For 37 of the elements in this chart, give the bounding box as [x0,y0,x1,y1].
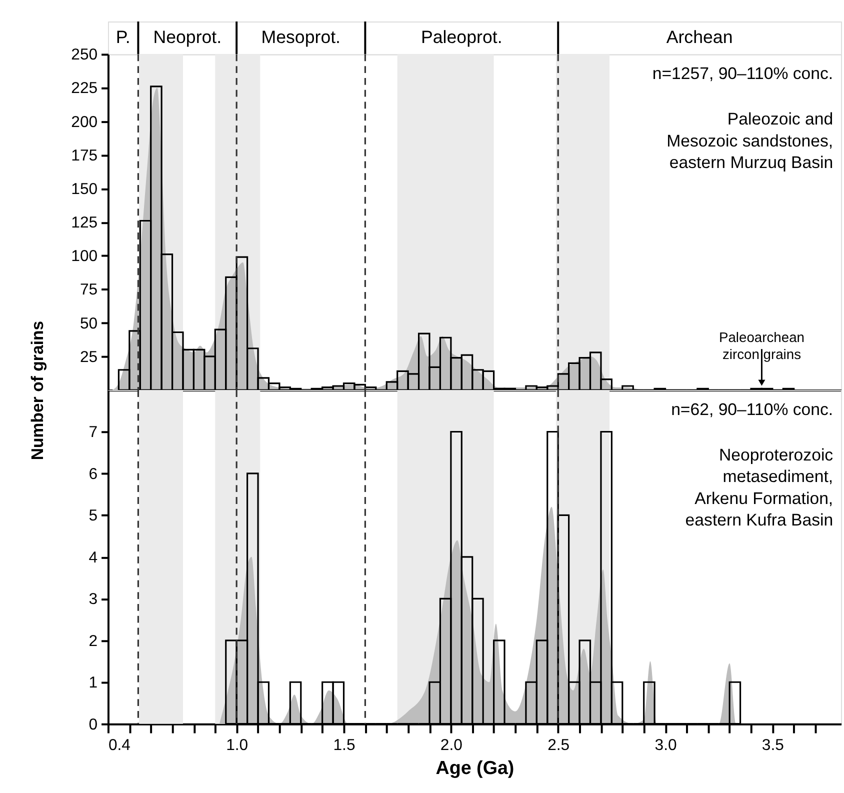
y-tick-label: 6 [88,466,98,483]
annotation: Paleoarchean zircon grains [718,329,804,362]
y-axis-title: Number of grains [28,320,48,460]
text: Paleoprot. [421,26,502,47]
x-axis-title: Age (Ga) [436,756,514,778]
y-tick-label: 200 [71,114,98,131]
y-tick-label: 4 [88,549,98,566]
text: P. [116,26,130,47]
y-tick-label: 1 [88,674,98,692]
text: Neoprot. [153,26,222,47]
y-tick-label: 225 [71,80,98,98]
y-tick-label: 25 [80,348,98,366]
y-tick-label: 5 [88,508,98,525]
x-tick-label: 1.0 [226,737,248,754]
y-tick-label: 100 [71,248,98,266]
x-tick-label: 3.0 [654,737,677,754]
y-tick-label: 250 [71,46,98,64]
x-tick-label: 0.4 [108,737,131,754]
x-tick-label: 2.5 [548,737,570,754]
text: Archean [666,26,733,47]
y-tick-label: 150 [71,180,98,198]
annotation: n=62, 90–110% conc. [671,400,834,419]
text: Mesoprot. [261,26,341,47]
annotation: n=1257, 90–110% conc. [652,64,834,83]
y-tick-label: 7 [88,424,98,442]
annotation: Paleozoic and Mesozoic sandstones, eastern Murzuq Basin [666,110,834,172]
x-tick-label: 2.0 [440,737,463,754]
annotation: Neoproterozoic metasediment, Arkenu Formation, eastern Kufra Basin [685,445,834,530]
y-tick-label: 125 [71,214,98,232]
x-tick-label: 1.5 [333,737,356,754]
y-tick-label: 75 [80,282,98,299]
y-tick-label: 0 [88,716,98,734]
y-tick-label: 50 [80,315,98,332]
y-tick-label: 175 [71,147,98,164]
x-tick-label: 3.5 [762,737,784,754]
y-tick-label: 2 [88,632,98,650]
y-tick-label: 3 [88,591,98,608]
